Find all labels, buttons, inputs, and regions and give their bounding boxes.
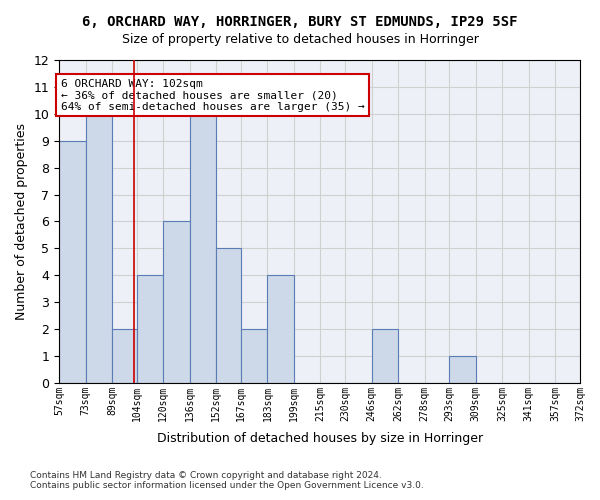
Text: 6, ORCHARD WAY, HORRINGER, BURY ST EDMUNDS, IP29 5SF: 6, ORCHARD WAY, HORRINGER, BURY ST EDMUN… <box>82 15 518 29</box>
Bar <box>241 329 268 383</box>
Bar <box>190 114 216 383</box>
Text: Contains HM Land Registry data © Crown copyright and database right 2024.
Contai: Contains HM Land Registry data © Crown c… <box>30 470 424 490</box>
Bar <box>216 248 241 383</box>
Bar <box>59 140 86 383</box>
Bar <box>137 275 163 383</box>
Text: Size of property relative to detached houses in Horringer: Size of property relative to detached ho… <box>122 32 478 46</box>
X-axis label: Distribution of detached houses by size in Horringer: Distribution of detached houses by size … <box>157 432 482 445</box>
Bar <box>449 356 476 383</box>
Bar <box>86 114 112 383</box>
Bar <box>268 275 294 383</box>
Text: 6 ORCHARD WAY: 102sqm
← 36% of detached houses are smaller (20)
64% of semi-deta: 6 ORCHARD WAY: 102sqm ← 36% of detached … <box>61 79 365 112</box>
Bar <box>163 222 190 383</box>
Y-axis label: Number of detached properties: Number of detached properties <box>15 123 28 320</box>
Bar <box>371 329 398 383</box>
Bar <box>112 329 137 383</box>
